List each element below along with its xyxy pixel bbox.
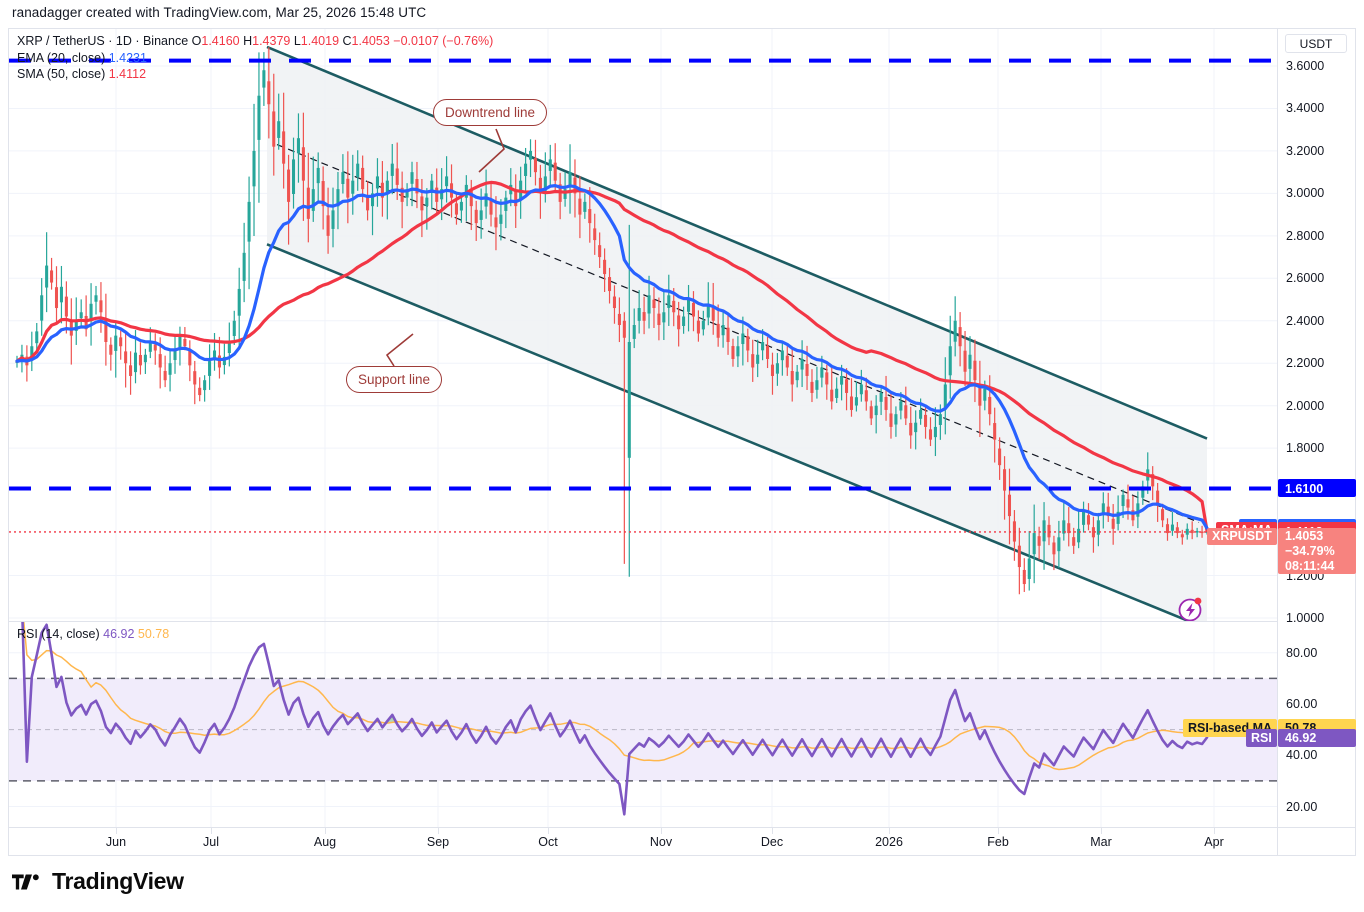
currency-badge[interactable]: USDT <box>1285 34 1347 53</box>
rsi-tick-2: 40.00 <box>1286 748 1318 763</box>
time-tick-mark-4 <box>548 828 549 834</box>
ema-label: EMA (20, close) <box>17 50 106 65</box>
ohlc-c-value: 1.4053 <box>351 34 390 48</box>
rsi-label[interactable]: RSI (14, close) <box>17 627 100 641</box>
ohlc-change: −0.0107 (−0.76%) <box>393 34 494 48</box>
price-tick-8: 2.0000 <box>1286 398 1325 413</box>
ohlc-c-key: C <box>342 34 352 48</box>
downtrend-line-callout[interactable]: Downtrend line <box>433 99 548 126</box>
rsi-tick-3: 20.00 <box>1286 799 1318 814</box>
sma-label: SMA (50, close) <box>17 67 106 81</box>
brand-name: TradingView <box>52 868 184 894</box>
time-tick-mark-10 <box>1214 828 1215 834</box>
ohlc-h-value: 1.4379 <box>252 34 291 48</box>
rsi-tick-0: 80.00 <box>1286 645 1318 660</box>
attribution-text: ranadagger created with TradingView.com,… <box>12 5 427 20</box>
time-label-feb: Feb <box>987 835 1009 849</box>
time-tick-mark-1 <box>211 828 212 834</box>
time-label-jul: Jul <box>203 835 219 849</box>
time-axis-divider <box>9 827 1356 828</box>
sma-legend-row[interactable]: SMA (50, close) 1.4112 <box>17 66 493 83</box>
ohlc-o-value: 1.4160 <box>201 34 240 48</box>
price-tick-5: 2.6000 <box>1286 271 1325 286</box>
price-pane[interactable]: XRP / TetherUS · 1D · Binance O1.4160 H1… <box>9 29 1277 621</box>
time-tick-mark-8 <box>998 828 999 834</box>
price-tick-6: 2.4000 <box>1286 313 1325 328</box>
time-tick-mark-2 <box>325 828 326 834</box>
ema-value: 1.4231 <box>108 50 147 65</box>
price-tick-9: 1.8000 <box>1286 441 1325 456</box>
ohlc-h-key: H <box>243 34 253 48</box>
price-tick-1: 3.4000 <box>1286 101 1325 116</box>
time-label-oct: Oct <box>538 835 558 849</box>
symbol-legend-row: XRP / TetherUS · 1D · Binance O1.4160 H1… <box>17 33 493 50</box>
lightning-alert-icon <box>1178 597 1202 621</box>
time-tick-mark-7 <box>889 828 890 834</box>
time-label-jun: Jun <box>105 835 127 849</box>
tradingview-logo-icon <box>12 873 39 889</box>
last-price-tag: XRPUSDT <box>1207 527 1277 545</box>
price-tick-7: 2.2000 <box>1286 356 1325 371</box>
price-tick-2: 3.2000 <box>1286 143 1325 158</box>
price-plot <box>9 29 1277 621</box>
time-label-nov: Nov <box>649 835 673 849</box>
time-tick-mark-0 <box>116 828 117 834</box>
time-tick-mark-3 <box>438 828 439 834</box>
ohlc-l-value: 1.4019 <box>300 34 340 48</box>
time-tick-mark-9 <box>1101 828 1102 834</box>
rsi-legend-value: 46.92 <box>103 627 135 641</box>
price-legend: XRP / TetherUS · 1D · Binance O1.4160 H1… <box>17 33 493 83</box>
last-price-change: −34.79% <box>1285 543 1335 558</box>
support-line-callout[interactable]: Support line <box>346 366 443 393</box>
time-label-sep: Sep <box>426 835 450 849</box>
symbol-label[interactable]: XRP / TetherUS · 1D · Binance <box>17 34 189 48</box>
time-label-aug: Aug <box>313 835 337 849</box>
rsi-plot <box>9 622 1277 827</box>
time-label-dec: Dec <box>760 835 784 849</box>
price-axis[interactable]: USDT 3.6000 3.4000 3.2000 3.0000 2.8000 2.600… <box>1277 29 1356 827</box>
sma-value: 1.4112 <box>108 67 147 81</box>
last-price[interactable]: 1.4053 −34.79% 08:11:44 <box>1278 527 1356 574</box>
time-label-2026: 2026 <box>875 835 903 849</box>
time-label-apr: Apr <box>1204 835 1224 849</box>
footer: TradingView <box>12 868 184 895</box>
ohlc-o-key: O <box>191 34 202 48</box>
time-tick-mark-6 <box>772 828 773 834</box>
pane-divider <box>9 621 1277 622</box>
time-tick-mark-5 <box>661 828 662 834</box>
time-label-mar: Mar <box>1090 835 1112 849</box>
axis-corner-divider <box>1277 828 1278 856</box>
ema-legend-row[interactable]: EMA (20, close) 1.4231 <box>17 50 493 67</box>
rsi-value[interactable]: 46.92 <box>1278 728 1356 747</box>
rsi-pane[interactable]: RSI (14, close) 46.92 50.78 <box>9 622 1277 827</box>
last-price-value: 1.4053 <box>1285 528 1324 543</box>
rsi-ma-legend-value: 50.78 <box>137 627 170 641</box>
horizontal-line-price[interactable]: 1.6100 <box>1278 479 1356 498</box>
last-price-countdown: 08:11:44 <box>1285 558 1335 573</box>
price-tick-4: 2.8000 <box>1286 228 1325 243</box>
price-tick-3: 3.0000 <box>1286 186 1325 201</box>
ohlc-l-key: L <box>293 34 301 48</box>
rsi-value-tag: RSI <box>1246 728 1277 747</box>
chart-frame: XRP / TetherUS · 1D · Binance O1.4160 H1… <box>8 28 1356 856</box>
price-tick-11: 1.0000 <box>1286 611 1325 625</box>
time-axis[interactable]: Jun Jul Aug Sep Oct Nov Dec 2026 Feb Mar Apr <box>9 828 1356 856</box>
price-tick-0: 3.6000 <box>1286 59 1325 73</box>
rsi-legend: RSI (14, close) 46.92 50.78 <box>17 626 169 642</box>
rsi-tick-1: 60.00 <box>1286 697 1318 711</box>
